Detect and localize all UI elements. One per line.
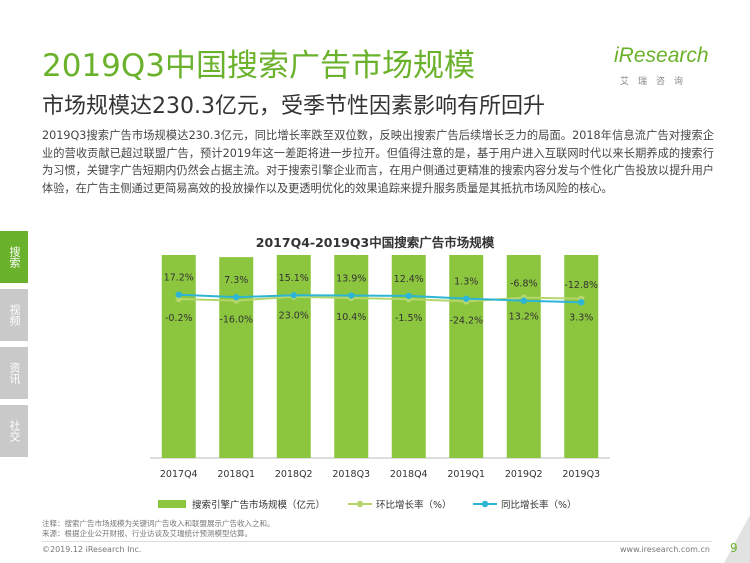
footnote-source: 来源：根据企业公开财报、行业访谈及艾瑞统计预测模型估算。 [42, 529, 252, 538]
sidebar-item-label: 搜索 [8, 246, 21, 268]
yoy-point [348, 292, 355, 299]
qoq-value-label: 3.3% [569, 313, 593, 324]
sidebar-item-label: 资讯 [8, 362, 21, 384]
bar [276, 255, 311, 458]
yoy-value-label: 13.9% [336, 274, 366, 285]
legend-label-bar: 搜索引擎广告市场规模（亿元） [192, 500, 326, 511]
yoy-point [520, 297, 527, 304]
logo-chinese: 艾瑞咨询 [620, 77, 693, 87]
market-size-chart: 231.42017Q4194.42018Q1239.22018Q2264.020… [150, 255, 610, 480]
sidebar-item-social[interactable]: 社交 [0, 405, 28, 457]
sidebar-item-video[interactable]: 视频 [0, 289, 28, 341]
yoy-point [405, 292, 412, 300]
bar [506, 255, 541, 458]
qoq-value-label: 13.2% [509, 312, 539, 323]
yoy-value-label: 17.2% [164, 273, 194, 284]
x-tick-label: 2019Q1 [447, 469, 485, 480]
footer-divider [42, 541, 712, 542]
yoy-point [578, 299, 585, 306]
x-tick-label: 2017Q4 [160, 469, 198, 480]
sidebar-item-search[interactable]: 搜索 [0, 231, 28, 283]
qoq-value-label: 23.0% [279, 311, 309, 322]
bar [449, 255, 484, 458]
category-sidebar: 搜索 视频 资讯 社交 [0, 231, 28, 463]
bar [334, 255, 369, 458]
qoq-value-label: -0.2% [165, 313, 193, 324]
yoy-value-label: 12.4% [394, 274, 424, 285]
qoq-value-label: -1.5% [395, 313, 423, 324]
yoy-value-label: 1.3% [454, 277, 478, 288]
corner-decoration [724, 515, 750, 563]
page-subtitle: 市场规模达230.3亿元，受季节性因素影响有所回升 [42, 94, 545, 119]
legend-swatch-qoq [348, 500, 372, 508]
copyright: ©2019.12 iResearch Inc. [42, 545, 142, 554]
x-tick-label: 2018Q1 [217, 469, 255, 480]
yoy-value-label: 15.1% [279, 273, 309, 284]
legend-swatch-yoy [473, 500, 497, 508]
legend-item-bar: 搜索引擎广告市场规模（亿元） [158, 497, 325, 511]
bar [564, 255, 599, 458]
qoq-value-label: 10.4% [336, 312, 366, 323]
qoq-value-label: -24.2% [449, 315, 483, 326]
chart-title: 2017Q4-2019Q3中国搜索广告市场规模 [255, 235, 495, 250]
website-url[interactable]: www.iresearch.com.cn [620, 545, 710, 554]
x-tick-label: 2018Q2 [275, 469, 313, 480]
legend-item-qoq: 环比增长率（%） [348, 497, 452, 511]
footnote-note: 注释：搜索广告市场规模为关键词广告收入和联盟展示广告收入之和。 [42, 519, 275, 528]
x-tick-label: 2019Q3 [562, 469, 600, 480]
qoq-value-label: -16.0% [219, 315, 253, 326]
sidebar-item-news[interactable]: 资讯 [0, 347, 28, 399]
yoy-value-label: 7.3% [224, 275, 248, 286]
yoy-point [233, 293, 240, 301]
sidebar-item-label: 视频 [8, 304, 21, 326]
page-number: 9 [730, 541, 738, 555]
qoq-line [178, 295, 582, 303]
chart-legend: 搜索引擎广告市场规模（亿元） 环比增长率（%） 同比增长率（%） [158, 497, 598, 511]
sidebar-item-label: 社交 [8, 420, 21, 442]
legend-label-yoy: 同比增长率（%） [501, 500, 577, 511]
legend-item-yoy: 同比增长率（%） [473, 497, 577, 511]
x-tick-label: 2019Q2 [505, 469, 543, 480]
yoy-value-label: -6.8% [510, 279, 538, 290]
x-tick-label: 2018Q4 [390, 469, 428, 480]
body-paragraph: 2019Q3搜索广告市场规模达230.3亿元，同比增长率跌至双位数，反映出搜索广… [42, 129, 714, 195]
yoy-point [463, 295, 470, 302]
bar [391, 255, 426, 458]
bar [161, 255, 196, 458]
legend-swatch-bar [158, 500, 186, 508]
bar [219, 257, 254, 458]
legend-label-qoq: 环比增长率（%） [376, 500, 452, 511]
yoy-point [175, 291, 182, 298]
footnote: 注释：搜索广告市场规模为关键词广告收入和联盟展示广告收入之和。 来源：根据企业公… [42, 519, 275, 539]
x-tick-label: 2018Q3 [332, 469, 370, 480]
yoy-line [178, 293, 582, 304]
yoy-value-label: -12.8% [564, 280, 598, 291]
logo-brand: iResearch [614, 44, 709, 67]
yoy-point [290, 292, 297, 299]
iresearch-logo: iResearch 艾瑞咨询 [614, 44, 724, 94]
page-title: 2019Q3中国搜索广告市场规模 [42, 48, 476, 84]
